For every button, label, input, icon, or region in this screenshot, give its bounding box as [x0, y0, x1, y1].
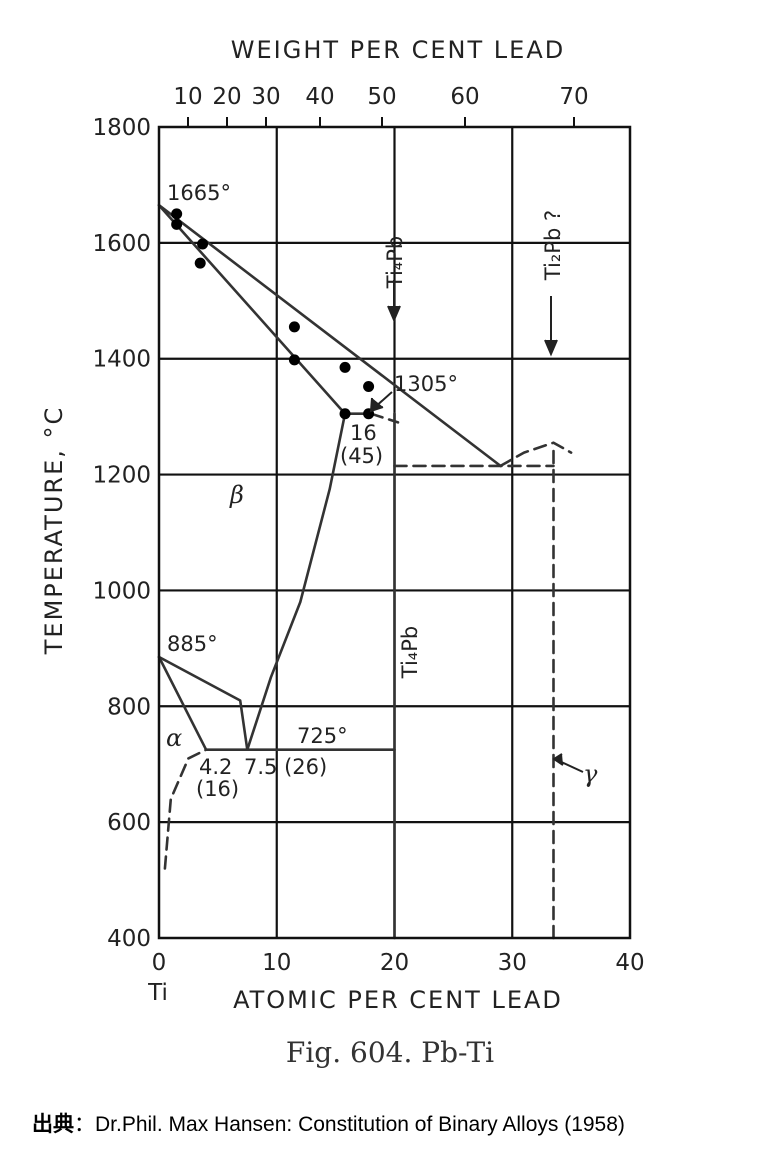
annotation-eut-alpha-wt: (16)	[196, 777, 239, 801]
y-tick-label: 1000	[92, 578, 151, 604]
data-point	[197, 238, 209, 250]
annotation-eutectoid: 725°	[297, 724, 348, 748]
x-tick-label: 10	[262, 950, 291, 976]
top-tick-label: 60	[450, 84, 479, 110]
phase-boundary-dashed	[369, 412, 400, 424]
data-points	[171, 208, 375, 420]
phase-boundary-solid	[157, 203, 502, 468]
annotation-melt-ti: 1665°	[167, 181, 231, 205]
phase-boundary-dashed	[163, 748, 208, 870]
y-tick-label: 600	[107, 810, 151, 836]
phase-boundary-solid	[157, 203, 373, 415]
tick-labels: 0 10 20 30 40 400 600 800 1000 1200 1400 1600 1800 10…	[92, 84, 644, 976]
label-ti4pb-lower: Ti₄Pb	[398, 626, 422, 679]
x-tick-label: 0	[152, 950, 167, 976]
y-tick-label: 1600	[92, 231, 151, 257]
annotation-peritectic: 1305°	[394, 372, 458, 396]
label-ti2pb: Ti₂Pb ?	[541, 210, 565, 281]
label-gamma-phase: γ	[583, 760, 598, 788]
top-tick-label: 20	[212, 84, 241, 110]
phase-boundary-dashed	[499, 441, 573, 468]
x-axis-title: ATOMIC PER CENT LEAD	[233, 986, 563, 1014]
x-origin-label: Ti	[147, 980, 168, 1006]
source-separator: ：	[74, 1113, 95, 1136]
annotation-eut-beta: 7.5 (26)	[244, 755, 327, 779]
phase-boundary-solid	[246, 412, 347, 751]
top-tick-label: 50	[367, 84, 396, 110]
y-tick-label: 1800	[92, 115, 151, 141]
plot-frame	[157, 125, 632, 940]
x-tick-label: 20	[380, 950, 409, 976]
data-point	[171, 208, 183, 220]
data-point	[339, 408, 351, 420]
arrow-ti4pb-head	[387, 305, 401, 323]
annotation-peri-comp: 16	[350, 421, 377, 445]
axes	[157, 125, 632, 940]
top-tick-label: 10	[173, 84, 202, 110]
y-tick-label: 400	[107, 926, 151, 952]
label-alpha-phase: α	[166, 724, 182, 752]
data-point	[363, 381, 375, 393]
source-label: 出典	[32, 1113, 74, 1136]
data-point	[339, 361, 351, 373]
annotation-arrows	[369, 280, 584, 773]
annotation-alpha-beta: 885°	[167, 632, 218, 656]
phase-boundaries	[157, 203, 573, 940]
y-tick-label: 800	[107, 694, 151, 720]
phase-diagram: 0 10 20 30 40 400 600 800 1000 1200 1400 1600 1800 10…	[40, 36, 645, 1069]
arrow-ti2pb-head	[544, 339, 558, 357]
top-axis-title: WEIGHT PER CENT LEAD	[231, 36, 565, 64]
annotation-eut-alpha: 4.2	[199, 755, 232, 779]
y-axis-title: TEMPERATURE, °C	[40, 406, 68, 656]
arrow-gamma-head	[552, 753, 564, 766]
data-point	[288, 321, 300, 333]
figure-caption: Fig. 604. Pb-Ti	[286, 1036, 494, 1069]
data-point	[288, 354, 300, 366]
source-text: Dr.Phil. Max Hansen: Constitution of Bin…	[95, 1113, 625, 1136]
data-point	[194, 257, 206, 269]
x-tick-label: 40	[615, 950, 644, 976]
top-tick-label: 30	[251, 84, 280, 110]
phase-boundary-solid	[157, 655, 208, 751]
top-tick-label: 40	[305, 84, 334, 110]
x-tick-label: 30	[498, 950, 527, 976]
label-beta-phase: β	[229, 481, 244, 509]
source-citation: 出典：Dr.Phil. Max Hansen: Constitution of …	[32, 1108, 625, 1138]
y-tick-label: 1200	[92, 463, 151, 489]
arrow-peritectic-head	[369, 397, 384, 413]
phase-boundary-solid	[157, 655, 249, 751]
annotation-peri-comp-wt: (45)	[340, 444, 383, 468]
data-point	[171, 218, 183, 230]
top-tick-label: 70	[559, 84, 588, 110]
y-tick-label: 1400	[92, 347, 151, 373]
